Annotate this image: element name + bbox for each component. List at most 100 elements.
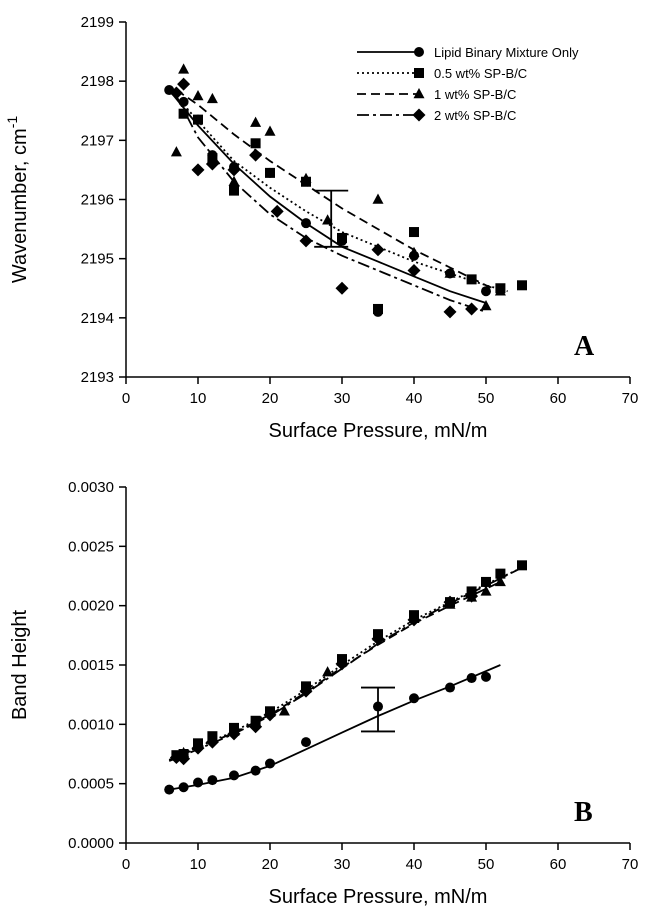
x-tick-label: 50 (478, 856, 495, 873)
y-tick-label: 0.0010 (68, 716, 114, 733)
series-1-point (265, 167, 275, 178)
series-3-point (465, 589, 479, 603)
series-0-point (265, 758, 275, 769)
y-tick-label: 2196 (81, 192, 114, 209)
series-2-point (494, 575, 506, 587)
legend-label: 1 wt% SP-B/C (434, 87, 516, 102)
series-3-point (249, 720, 263, 734)
x-axis-title: Surface Pressure, mN/m (269, 886, 488, 908)
panel-b-chart: 0 10 20 30 40 50 60 70 0.0000 0.0005 0.0010 0.0015 0… (9, 479, 638, 908)
y-tick-label: 0.0005 (68, 776, 114, 793)
legend-marker (412, 108, 426, 122)
series-1-point (481, 576, 491, 587)
legend-marker (414, 47, 424, 57)
series-1-point (466, 274, 477, 285)
series-0-point (481, 286, 491, 297)
series-2-point (192, 89, 204, 101)
series-2-point (206, 92, 218, 104)
series-2-point (264, 125, 276, 136)
series-3-point (465, 302, 479, 316)
series-1-point (517, 280, 527, 291)
y-tick-label: 2198 (81, 73, 114, 90)
series-3-point (299, 234, 313, 248)
y-tick-label: 0.0025 (68, 538, 114, 555)
series-2-point (494, 285, 506, 296)
series-2-point (322, 666, 334, 677)
x-tick-label: 30 (334, 390, 351, 407)
series-2-point (178, 63, 190, 74)
series-0-point (193, 777, 203, 788)
y-tick-label: 0.0015 (68, 657, 114, 674)
series-2-fit-line (175, 89, 508, 296)
series-0-point (250, 765, 261, 776)
x-tick-label: 10 (190, 390, 207, 407)
series-3-point (227, 727, 241, 741)
y-axis-title: Wavenumber, cm-1 (4, 116, 31, 284)
legend-marker (413, 88, 425, 99)
series-3-point (177, 77, 191, 91)
legend-marker (414, 68, 424, 78)
x-tick-label: 30 (334, 856, 351, 873)
y-tick-label: 0.0020 (68, 598, 114, 615)
x-tick-label: 0 (122, 856, 130, 873)
series-1-point (178, 108, 189, 119)
series-0-point (301, 737, 311, 748)
series-3-point (205, 157, 219, 171)
series-2-point (278, 705, 290, 716)
x-tick-label: 20 (262, 390, 279, 407)
y-axis-title-text: Wavenumber, cm (9, 128, 31, 283)
series-2-point (372, 193, 384, 204)
y-axis-title: Band Height (9, 610, 31, 721)
series-1-point (373, 303, 383, 314)
series-3-point (227, 163, 241, 177)
series-3-point (169, 86, 183, 100)
y-tick-label: 2199 (81, 14, 114, 31)
y-tick-label: 2193 (81, 369, 114, 386)
series-3-point (443, 595, 457, 609)
panel-label: B (574, 797, 593, 828)
series-3-point (263, 708, 277, 722)
x-tick-label: 0 (122, 390, 130, 407)
series-1-point (409, 227, 419, 238)
y-axis-title-superscript: -1 (4, 116, 20, 129)
series-3-point (270, 204, 284, 218)
y-axis-title-text: Band Height (9, 610, 31, 721)
series-1-point (495, 568, 506, 579)
x-tick-label: 60 (550, 390, 567, 407)
x-tick-label: 60 (550, 856, 567, 873)
series-2-point (178, 746, 190, 758)
y-tick-label: 0.0030 (68, 479, 114, 496)
series-0-point (229, 770, 239, 781)
series-3-point (177, 752, 191, 766)
legend-label: 2 wt% SP-B/C (434, 108, 516, 123)
series-1-point (517, 560, 527, 571)
series-3-point (205, 735, 219, 749)
x-axis-title: Surface Pressure, mN/m (269, 420, 488, 442)
series-2-point (250, 116, 262, 127)
series-3-point (371, 243, 385, 257)
series-2-point (170, 146, 182, 157)
legend-label: Lipid Binary Mixture Only (434, 45, 579, 60)
x-tick-label: 40 (406, 856, 423, 873)
series-3-point (407, 613, 421, 627)
series-3-point (371, 632, 385, 646)
series-0-point (481, 671, 491, 682)
series-2-point (300, 172, 312, 184)
series-0-point (164, 784, 175, 795)
series-2-point (444, 267, 456, 278)
series-0-fit-line (168, 89, 487, 304)
series-0-point (466, 673, 477, 684)
series-3-point (335, 657, 349, 671)
series-3-point (299, 684, 313, 698)
series-3-fit-line (168, 566, 523, 762)
x-tick-label: 20 (262, 856, 279, 873)
series-0-point (409, 693, 419, 704)
series-1-point (337, 232, 347, 243)
series-3-point (191, 163, 205, 177)
series-0-point (301, 218, 311, 229)
y-tick-label: 2197 (81, 132, 114, 149)
series-2-point (408, 246, 420, 257)
series-2-point (480, 585, 492, 596)
x-tick-label: 10 (190, 856, 207, 873)
